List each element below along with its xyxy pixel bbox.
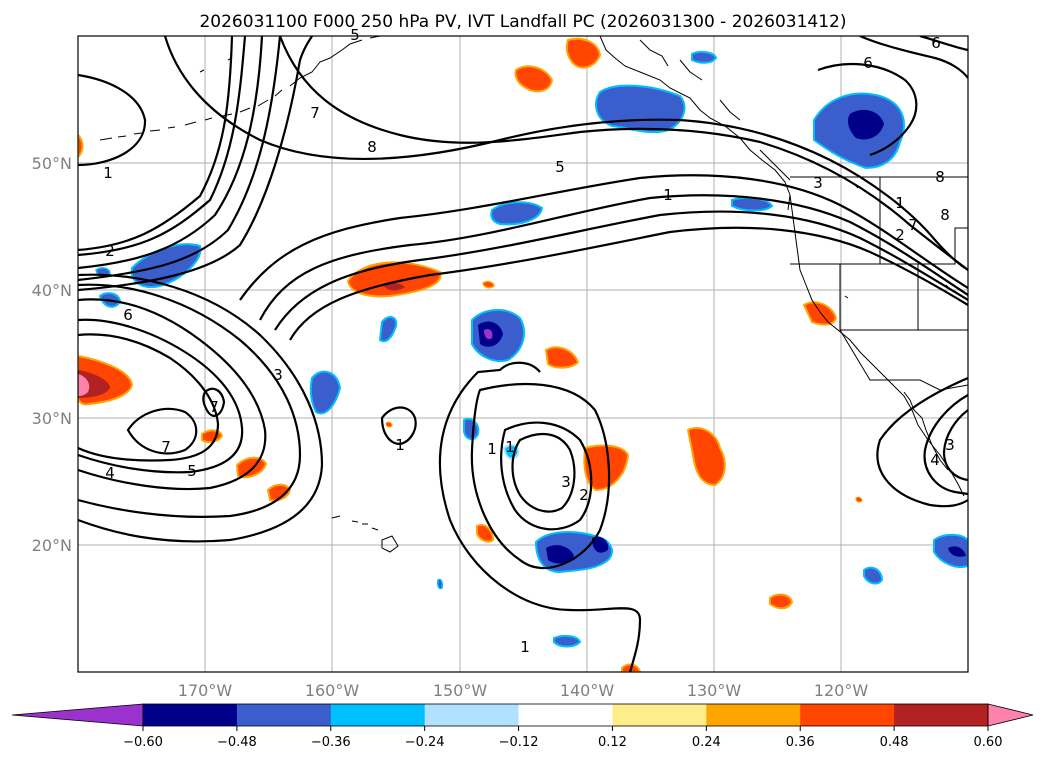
lat-label-20n: 20°N: [32, 536, 72, 555]
colorbar-frame: [142, 703, 989, 727]
map-frame: [77, 35, 969, 673]
colorbar-tick-label: −0.12: [499, 735, 539, 750]
lon-label-160w: 160°W: [305, 681, 360, 700]
contour-label: 8: [935, 168, 945, 186]
contour-label: 5: [187, 462, 197, 480]
colorbar-bin: [424, 704, 520, 726]
contour-label: 2: [895, 226, 905, 244]
contour-label: 1: [103, 164, 113, 182]
lon-label-140w: 140°W: [560, 681, 615, 700]
colorbar-tick-label: −0.48: [217, 735, 257, 750]
contour-label: 4: [105, 464, 115, 482]
colorbar-bin: [894, 704, 989, 726]
contour-label: 4: [930, 451, 940, 469]
ivt-shading: [78, 37, 968, 672]
lon-label-170w: 170°W: [178, 681, 233, 700]
contour-label: 3: [945, 436, 955, 454]
gridlines: [78, 36, 968, 672]
contour-label: 7: [908, 216, 918, 234]
contour-label: 3: [561, 473, 571, 491]
negative-anomalies: [95, 50, 968, 648]
contour-label: 8: [940, 206, 950, 224]
colorbar-tick-label: 0.36: [786, 735, 815, 750]
positive-anomalies: [78, 37, 863, 672]
contour-label: 5: [555, 158, 565, 176]
colorbar-tick-label: −0.24: [405, 735, 445, 750]
colorbar-bin: [800, 704, 895, 726]
lat-label-30n: 30°N: [32, 409, 72, 428]
colorbar-tick-label: 0.24: [692, 735, 721, 750]
lon-label-150w: 150°W: [433, 681, 488, 700]
colorbar-bin: [330, 704, 426, 726]
latitude-labels: 50°N 40°N 30°N 20°N: [32, 154, 72, 555]
contour-label: 1: [663, 186, 673, 204]
pv-contours: [78, 36, 968, 672]
colorbar: −0.60 −0.48 −0.36 −0.24 −0.12 0.12 0.24 0.36 0.4…: [11, 703, 1034, 750]
contour-label: 2: [579, 486, 589, 504]
coastlines: [99, 36, 968, 553]
lon-label-130w: 130°W: [687, 681, 742, 700]
contour-label: 1: [520, 638, 530, 656]
colorbar-tick-label: 0.12: [598, 735, 627, 750]
colorbar-bin: [612, 704, 707, 726]
colorbar-tick-label: 0.48: [880, 735, 909, 750]
contour-label: 3: [273, 366, 283, 384]
lat-label-50n: 50°N: [32, 154, 72, 173]
colorbar-bin: [143, 704, 238, 726]
colorbar-bin: [706, 704, 801, 726]
lon-label-120w: 120°W: [814, 681, 869, 700]
colorbar-tick-label: −0.60: [123, 735, 163, 750]
contour-label: 7: [161, 438, 171, 456]
lat-label-40n: 40°N: [32, 281, 72, 300]
contour-label: 7: [310, 104, 320, 122]
contour-label: 2: [105, 242, 115, 260]
contour-label: 1: [395, 436, 405, 454]
colorbar-extend-high: [987, 703, 1034, 727]
contour-label: 5: [350, 26, 360, 44]
contour-label: 1: [487, 440, 497, 458]
contour-label: 1: [895, 194, 905, 212]
colorbar-tick-label: 0.60: [974, 735, 1003, 750]
longitude-labels: 170°W 160°W 150°W 140°W 130°W 120°W: [178, 681, 869, 700]
colorbar-bin: [518, 704, 613, 726]
plot-title: 2026031100 F000 250 hPa PV, IVT Landfall…: [199, 12, 846, 32]
colorbar-tick-label: −0.36: [311, 735, 351, 750]
contour-label: 7: [209, 398, 219, 416]
contour-label: 6: [863, 54, 873, 72]
map-panel: [78, 36, 968, 672]
contour-label: 1: [505, 438, 515, 456]
contour-label: 6: [931, 34, 941, 52]
contour-label: 3: [813, 174, 823, 192]
colorbar-bin: [236, 704, 332, 726]
colorbar-extend-low: [11, 703, 144, 727]
contour-label: 6: [123, 306, 133, 324]
contour-label: 8: [367, 138, 377, 156]
